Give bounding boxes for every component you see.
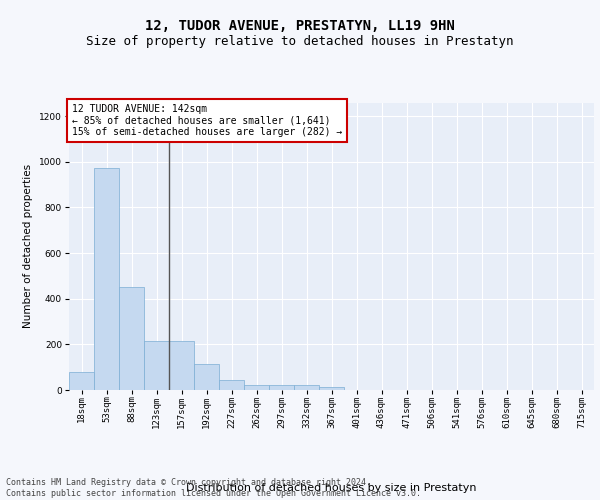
Bar [269, 385, 294, 390]
Text: Size of property relative to detached houses in Prestatyn: Size of property relative to detached ho… [86, 35, 514, 48]
Bar [319, 388, 344, 390]
Text: Contains HM Land Registry data © Crown copyright and database right 2024.
Contai: Contains HM Land Registry data © Crown c… [6, 478, 421, 498]
Bar [194, 364, 219, 390]
X-axis label: Distribution of detached houses by size in Prestatyn: Distribution of detached houses by size … [186, 484, 477, 494]
Text: 12, TUDOR AVENUE, PRESTATYN, LL19 9HN: 12, TUDOR AVENUE, PRESTATYN, LL19 9HN [145, 19, 455, 33]
Bar [144, 341, 169, 390]
Bar [244, 385, 269, 390]
Bar [94, 168, 119, 390]
Y-axis label: Number of detached properties: Number of detached properties [23, 164, 34, 328]
Text: 12 TUDOR AVENUE: 142sqm
← 85% of detached houses are smaller (1,641)
15% of semi: 12 TUDOR AVENUE: 142sqm ← 85% of detache… [71, 104, 342, 137]
Bar [294, 386, 319, 390]
Bar [219, 380, 244, 390]
Bar [119, 288, 144, 390]
Bar [169, 341, 194, 390]
Bar [69, 372, 94, 390]
